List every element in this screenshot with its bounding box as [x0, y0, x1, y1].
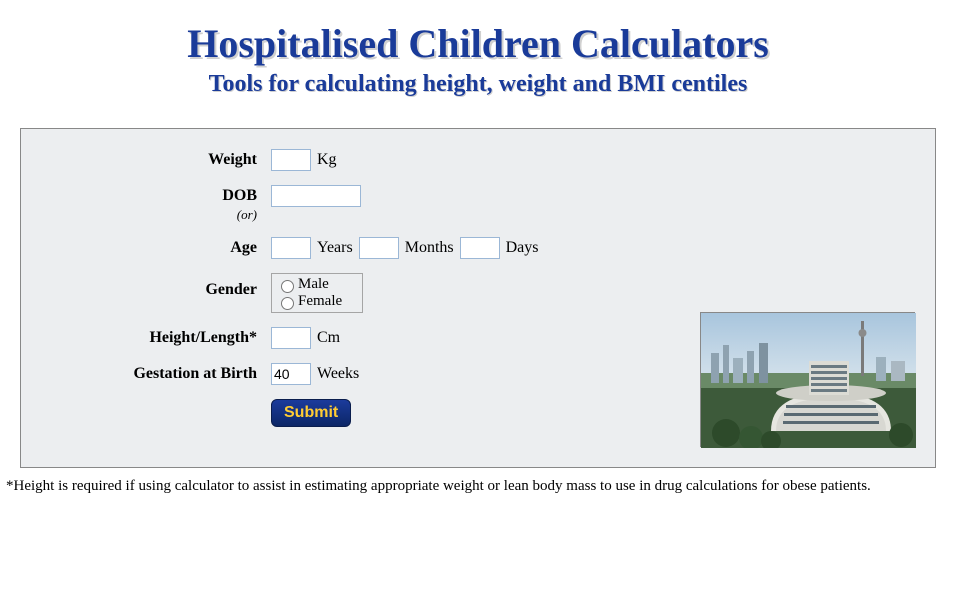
age-years-input[interactable] — [271, 237, 311, 259]
age-label: Age — [51, 237, 271, 257]
gender-male-option[interactable]: Male — [276, 276, 342, 293]
row-dob: DOB (or) — [51, 185, 905, 223]
gestation-input[interactable] — [271, 363, 311, 385]
gender-box: Male Female — [271, 273, 363, 313]
age-months-input[interactable] — [359, 237, 399, 259]
dob-or-text: (or) — [51, 207, 257, 223]
gestation-label: Gestation at Birth — [51, 363, 271, 383]
page-subtitle: Tools for calculating height, weight and… — [20, 71, 936, 98]
height-input[interactable] — [271, 327, 311, 349]
row-age: Age Years Months Days — [51, 237, 905, 259]
weight-input[interactable] — [271, 149, 311, 171]
weight-unit: Kg — [317, 151, 337, 169]
submit-button[interactable]: Submit — [271, 399, 351, 427]
gender-label: Gender — [51, 273, 271, 299]
dob-label: DOB (or) — [51, 185, 271, 223]
gender-female-option[interactable]: Female — [276, 293, 342, 310]
dob-input[interactable] — [271, 185, 361, 207]
form-panel: Weight Kg DOB (or) Age Years Months Days… — [20, 128, 936, 468]
weight-label: Weight — [51, 149, 271, 169]
gender-female-radio[interactable] — [281, 297, 294, 310]
page-header: Hospitalised Children Calculators Tools … — [0, 0, 956, 108]
dob-label-text: DOB — [222, 187, 257, 204]
footnote-text: *Height is required if using calculator … — [6, 478, 950, 495]
age-years-unit: Years — [317, 239, 353, 257]
row-gender: Gender Male Female — [51, 273, 905, 313]
gender-male-radio[interactable] — [281, 280, 294, 293]
page-title: Hospitalised Children Calculators — [20, 20, 936, 67]
age-days-input[interactable] — [460, 237, 500, 259]
gender-female-label: Female — [298, 293, 342, 309]
height-label: Height/Length* — [51, 327, 271, 347]
row-weight: Weight Kg — [51, 149, 905, 171]
gender-male-label: Male — [298, 276, 329, 292]
gestation-unit: Weeks — [317, 365, 359, 383]
height-unit: Cm — [317, 329, 340, 347]
age-months-unit: Months — [405, 239, 454, 257]
hospital-photo — [700, 312, 915, 447]
age-days-unit: Days — [506, 239, 539, 257]
